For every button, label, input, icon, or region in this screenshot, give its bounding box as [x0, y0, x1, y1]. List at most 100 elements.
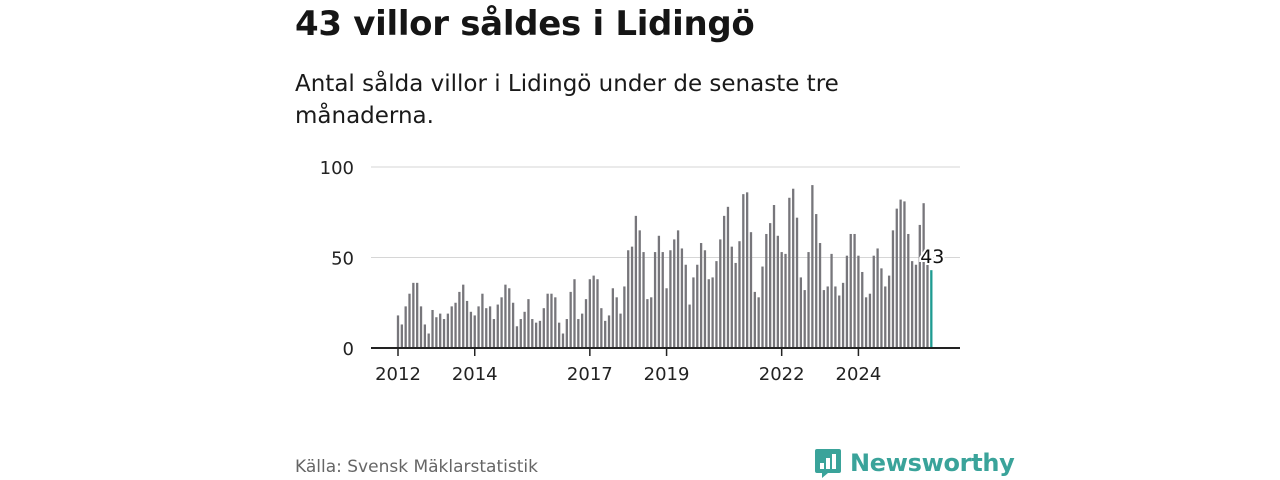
bar [864, 297, 868, 348]
bar [573, 279, 576, 348]
bar [792, 188, 795, 348]
bar [895, 208, 898, 348]
bar [592, 275, 595, 348]
bar [853, 233, 856, 348]
bar [642, 252, 645, 348]
highlight-bar [930, 270, 933, 348]
bar [696, 264, 699, 348]
bar [550, 293, 553, 348]
bar [784, 253, 787, 348]
bar [910, 261, 914, 348]
bar [623, 286, 626, 348]
bar [396, 315, 400, 348]
bar [753, 291, 756, 348]
chart-subtitle: Antal sålda villor i Lidingö under de se… [295, 71, 839, 129]
bar [519, 319, 522, 348]
bar [818, 243, 822, 348]
bar [669, 250, 672, 348]
bar [657, 235, 661, 348]
y-tick-label: 100 [320, 158, 354, 179]
bar [703, 250, 707, 348]
x-tick-label: 2012 [375, 364, 421, 385]
bar [746, 192, 749, 348]
bar [492, 319, 496, 348]
bar [569, 291, 572, 348]
bar [761, 266, 764, 348]
bar [604, 320, 607, 348]
bar [515, 326, 519, 348]
bar [584, 299, 588, 348]
bar [527, 299, 530, 348]
bar [615, 297, 618, 348]
bar [749, 232, 753, 348]
bar [469, 311, 473, 348]
bar [558, 322, 561, 348]
bar [799, 277, 803, 348]
bar [650, 297, 653, 348]
x-tick-label: 2022 [759, 364, 805, 385]
bar [646, 299, 649, 348]
x-tick-label: 2014 [452, 364, 498, 385]
bar [742, 194, 745, 348]
bar [822, 290, 826, 348]
bar [738, 241, 741, 348]
bar [481, 293, 484, 348]
bar [416, 282, 419, 348]
bar [419, 306, 423, 348]
bar [903, 201, 906, 348]
bar [788, 197, 791, 348]
bar [607, 315, 611, 348]
bar [872, 255, 875, 348]
bar [588, 279, 591, 348]
highlight-value-label: 43 [920, 246, 944, 268]
bar [769, 223, 772, 348]
bar [765, 233, 768, 348]
bar [692, 277, 695, 348]
bar [661, 252, 664, 348]
bar [611, 288, 615, 348]
bar [673, 239, 676, 348]
bar [634, 215, 638, 348]
bar [918, 224, 921, 348]
newsworthy-logo[interactable]: Newsworthy [814, 447, 1015, 479]
bar [431, 309, 434, 348]
bar [600, 308, 603, 348]
newsworthy-logo-icon [815, 449, 841, 478]
bar [538, 320, 542, 348]
brand-name: Newsworthy [850, 449, 1015, 477]
bar [719, 239, 722, 348]
bar [554, 297, 557, 348]
bar [684, 264, 687, 348]
bar [496, 304, 499, 348]
bar [707, 279, 710, 348]
bar [488, 306, 492, 348]
bar [857, 255, 860, 348]
y-tick-label: 0 [343, 339, 354, 360]
bar [688, 304, 691, 348]
bar [462, 284, 465, 348]
bar [408, 293, 411, 348]
bar [531, 319, 534, 348]
bar [435, 317, 438, 348]
bar [500, 297, 503, 348]
bar [699, 243, 703, 348]
bar [830, 253, 833, 348]
bar [922, 203, 925, 348]
bar [914, 264, 918, 348]
bar [757, 297, 760, 348]
bar [458, 291, 461, 348]
x-tick-label: 2019 [644, 364, 690, 385]
y-tick-label: 50 [331, 249, 354, 270]
bar [504, 284, 507, 348]
bar [680, 248, 684, 348]
bar [653, 252, 657, 348]
bar [730, 246, 733, 348]
bar [596, 279, 599, 348]
bar [780, 252, 783, 348]
bar [926, 262, 929, 348]
chart-title: 43 villor såldes i Lidingö [295, 4, 755, 44]
bar [511, 302, 515, 348]
bar [485, 308, 488, 348]
bar-chart: 0 50 100 2012 2014 2017 2019 2022 2024 43 [320, 158, 960, 385]
bar [542, 308, 545, 348]
